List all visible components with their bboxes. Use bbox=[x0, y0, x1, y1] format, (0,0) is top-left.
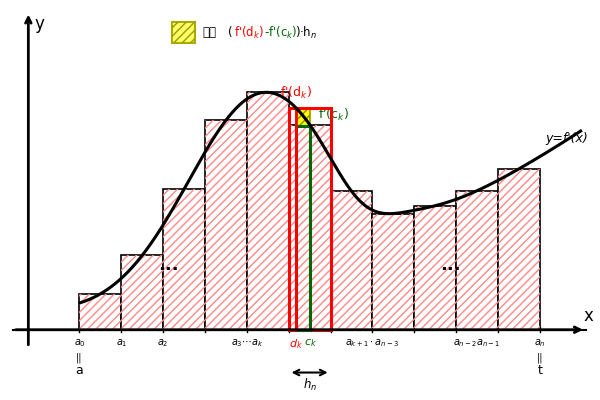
Bar bbox=[373, 214, 414, 330]
Text: $h_n$: $h_n$ bbox=[302, 377, 317, 393]
Bar bbox=[205, 120, 247, 330]
Text: y: y bbox=[34, 15, 44, 33]
Text: $d_k$: $d_k$ bbox=[289, 338, 303, 351]
Text: $a_{k+1}\cdot a_{n-3}$: $a_{k+1}\cdot a_{n-3}$ bbox=[345, 338, 400, 349]
Text: f'(c$_k$): f'(c$_k$) bbox=[318, 107, 349, 123]
Bar bbox=[79, 294, 121, 330]
Text: $a_3\cdots a_k$: $a_3\cdots a_k$ bbox=[230, 338, 263, 349]
Bar bbox=[331, 191, 373, 330]
Bar bbox=[498, 169, 540, 330]
Bar bbox=[414, 206, 456, 330]
Bar bbox=[247, 92, 289, 330]
Text: a: a bbox=[76, 364, 83, 377]
Bar bbox=[296, 108, 310, 126]
Text: )·h$_n$: )·h$_n$ bbox=[295, 24, 317, 40]
Text: -f'(c$_k$): -f'(c$_k$) bbox=[263, 24, 297, 40]
Text: ||: || bbox=[536, 352, 543, 363]
Text: t: t bbox=[537, 364, 542, 377]
Bar bbox=[121, 255, 163, 330]
Text: f'(d$_k$): f'(d$_k$) bbox=[280, 85, 312, 101]
Text: 誤差: 誤差 bbox=[202, 26, 216, 39]
Bar bbox=[373, 214, 414, 330]
Bar bbox=[296, 126, 310, 330]
Bar bbox=[79, 294, 121, 330]
Text: y=f'(x): y=f'(x) bbox=[545, 132, 587, 145]
Bar bbox=[331, 191, 373, 330]
Text: (: ( bbox=[228, 26, 232, 39]
Text: ||: || bbox=[76, 352, 83, 363]
Bar bbox=[296, 108, 310, 126]
Text: ···: ··· bbox=[158, 261, 179, 279]
Bar bbox=[289, 108, 331, 330]
Text: x: x bbox=[583, 307, 593, 325]
Text: $a_2$: $a_2$ bbox=[157, 338, 169, 349]
Bar bbox=[172, 22, 194, 43]
Text: $a_n$: $a_n$ bbox=[534, 338, 545, 349]
Bar bbox=[289, 124, 331, 330]
Bar bbox=[121, 255, 163, 330]
Text: $a_0$: $a_0$ bbox=[74, 338, 85, 349]
Text: $c_k$: $c_k$ bbox=[304, 338, 317, 349]
Text: $a_{n-2}a_{n-1}$: $a_{n-2}a_{n-1}$ bbox=[453, 338, 501, 349]
Bar bbox=[205, 120, 247, 330]
Bar bbox=[456, 191, 498, 330]
Bar bbox=[414, 206, 456, 330]
Bar bbox=[247, 92, 289, 330]
Text: ···: ··· bbox=[440, 261, 461, 279]
Bar bbox=[163, 189, 205, 330]
Bar bbox=[289, 124, 331, 330]
Text: f'(d$_k$): f'(d$_k$) bbox=[235, 24, 265, 40]
Text: $a_1$: $a_1$ bbox=[116, 338, 127, 349]
Bar bbox=[456, 191, 498, 330]
Bar bbox=[163, 189, 205, 330]
Bar bbox=[498, 169, 540, 330]
Bar bbox=[172, 22, 194, 43]
